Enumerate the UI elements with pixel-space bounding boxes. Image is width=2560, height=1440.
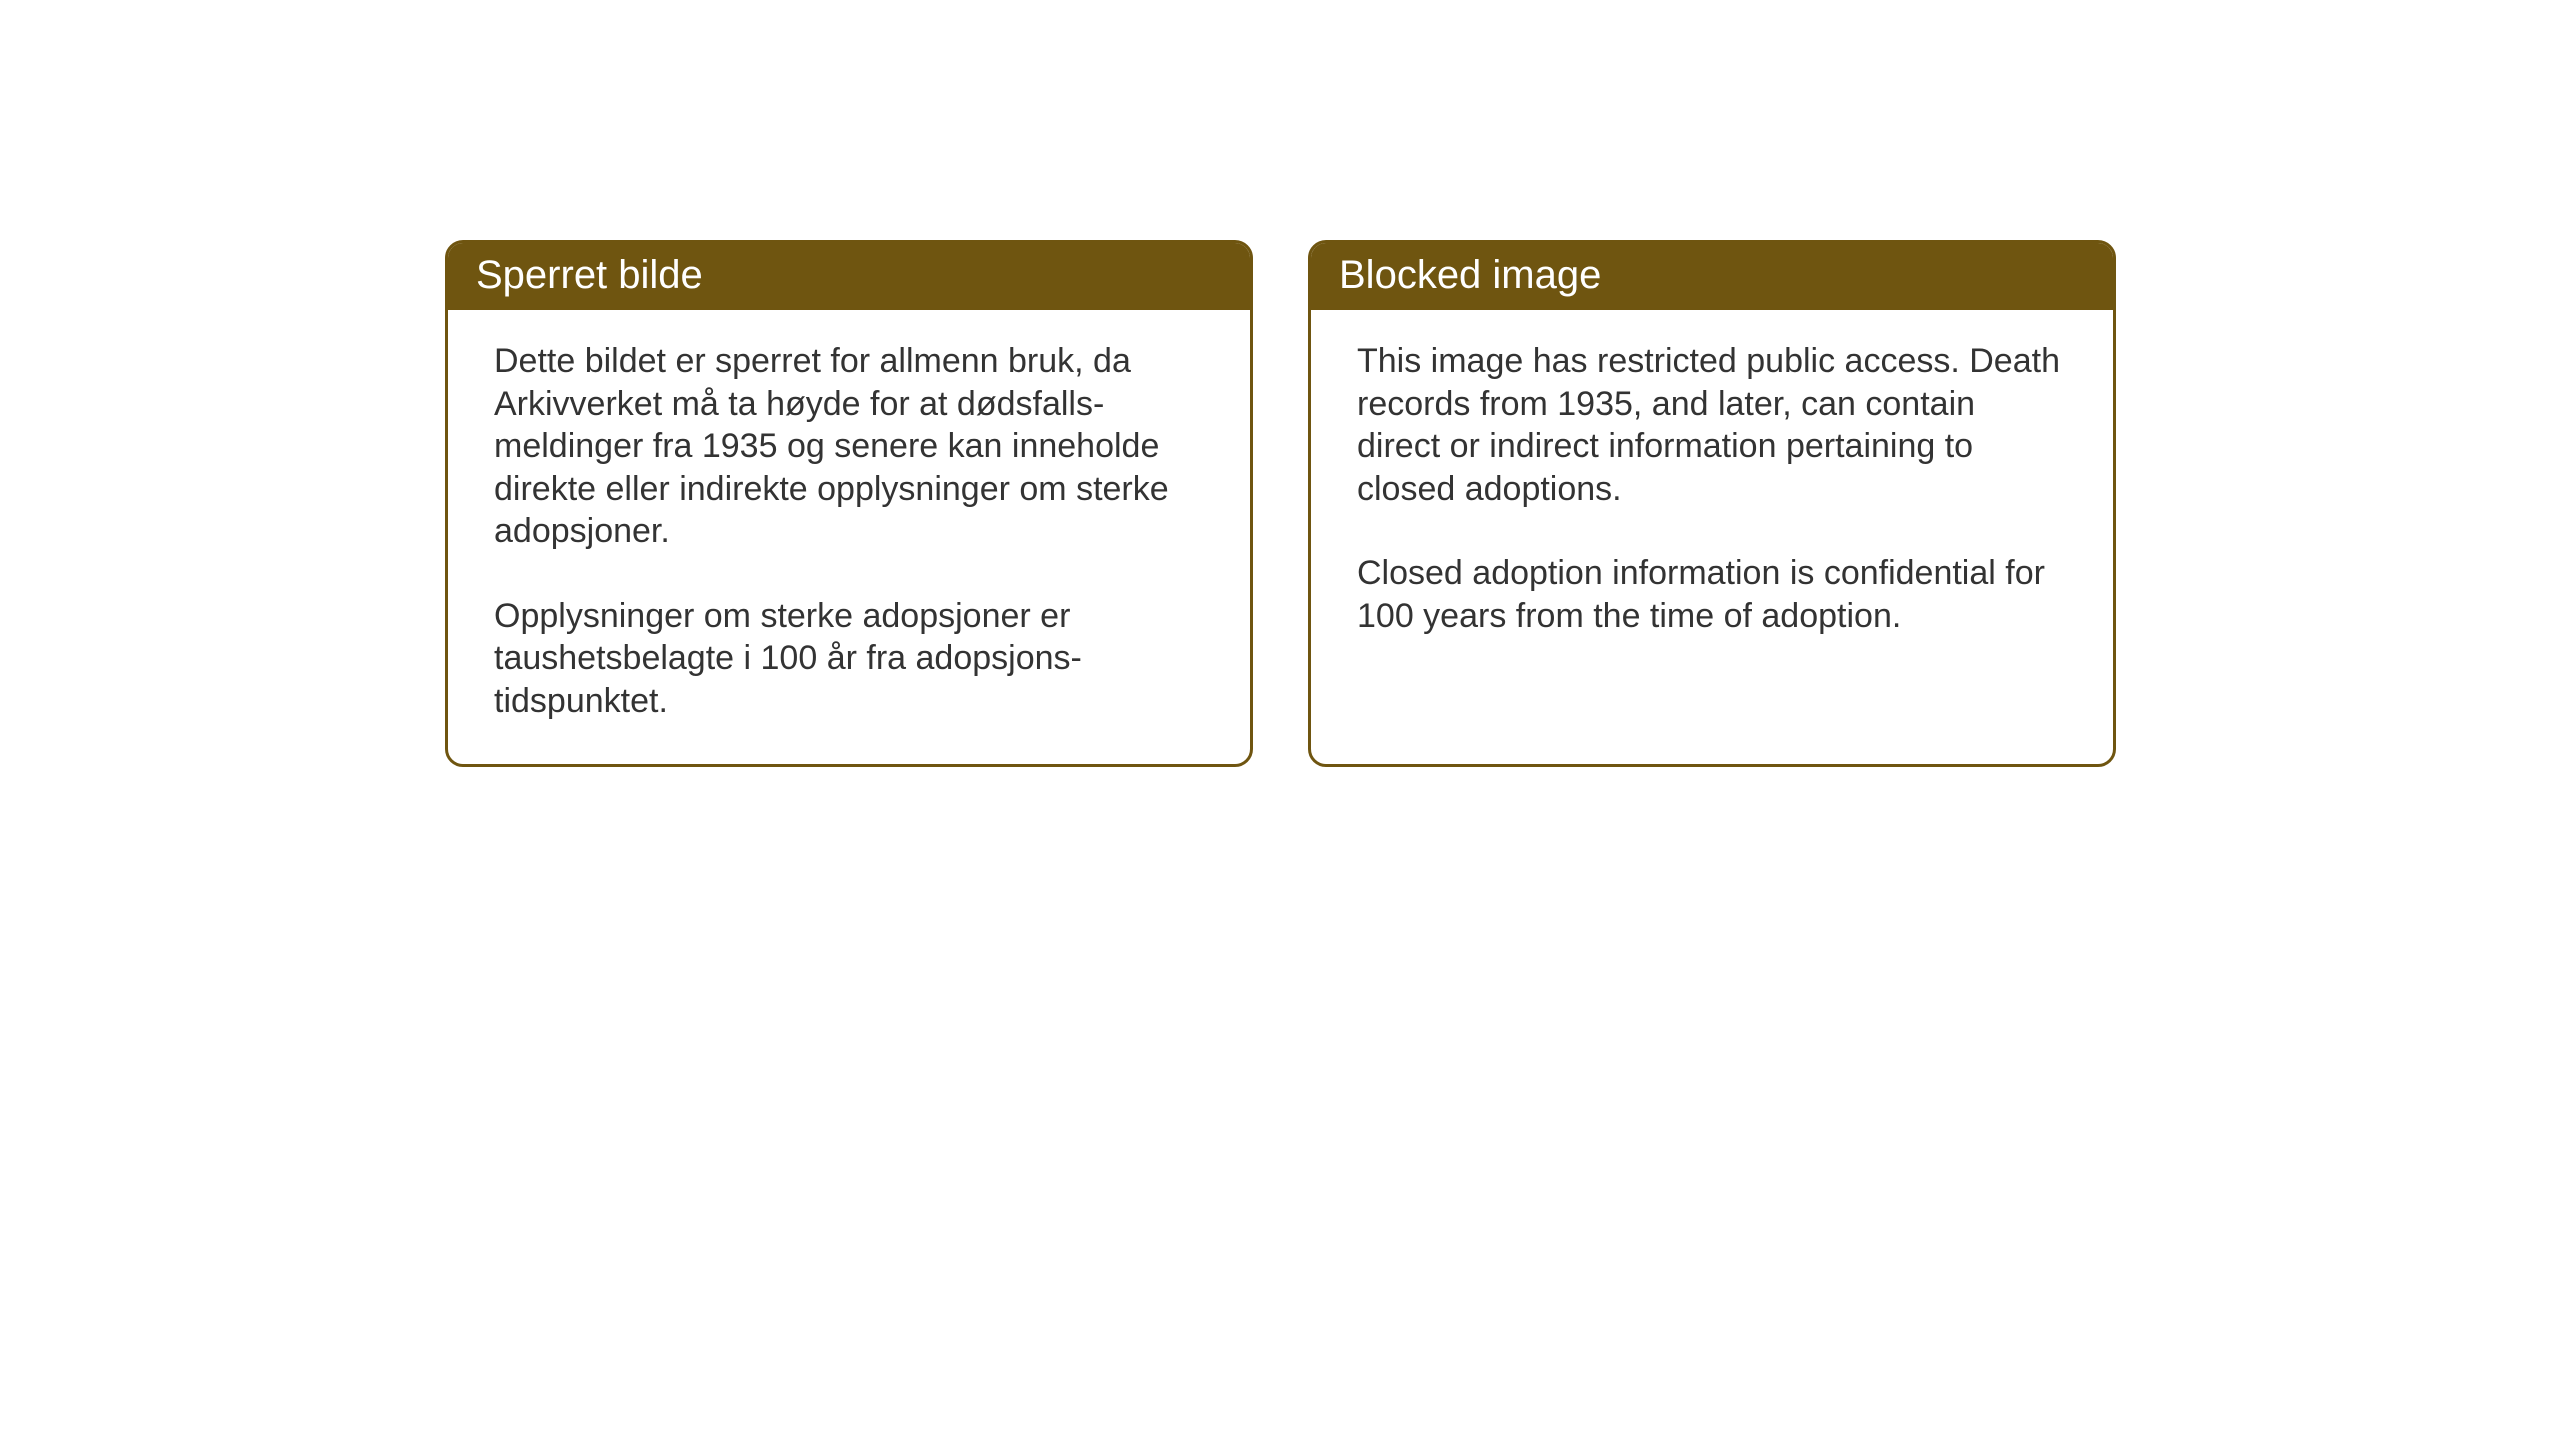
notice-paragraph: Dette bildet er sperret for allmenn bruk… bbox=[494, 340, 1204, 553]
notice-paragraph: This image has restricted public access.… bbox=[1357, 340, 2067, 510]
notice-header-norwegian: Sperret bilde bbox=[448, 243, 1250, 310]
notice-card-english: Blocked image This image has restricted … bbox=[1308, 240, 2116, 767]
notice-paragraph: Opplysninger om sterke adopsjoner er tau… bbox=[494, 595, 1204, 723]
notice-cards-container: Sperret bilde Dette bildet er sperret fo… bbox=[445, 240, 2116, 767]
notice-card-norwegian: Sperret bilde Dette bildet er sperret fo… bbox=[445, 240, 1253, 767]
notice-header-english: Blocked image bbox=[1311, 243, 2113, 310]
notice-paragraph: Closed adoption information is confident… bbox=[1357, 552, 2067, 637]
notice-body-norwegian: Dette bildet er sperret for allmenn bruk… bbox=[448, 310, 1250, 764]
notice-body-english: This image has restricted public access.… bbox=[1311, 310, 2113, 679]
